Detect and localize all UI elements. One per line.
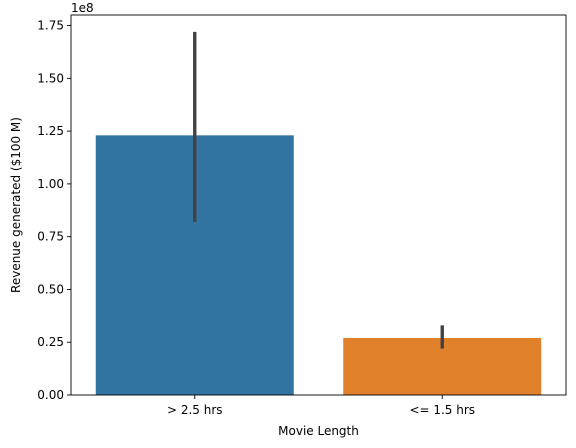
y-axis-ticks: 0.00 0.25 0.50 0.75 1.00 1.25 1.50 1.75 (37, 19, 71, 402)
y-tick-label: 0.50 (37, 282, 64, 296)
y-tick-label: 0.75 (37, 230, 64, 244)
y-tick-label: 0.25 (37, 335, 64, 349)
y-tick-label: 1.25 (37, 124, 64, 138)
bars-group (95, 135, 542, 396)
y-tick-label: 1.00 (37, 177, 64, 191)
y-offset-label: 1e8 (71, 1, 94, 15)
x-axis-ticks: > 2.5 hrs <= 1.5 hrs (167, 395, 475, 417)
x-tick-label: <= 1.5 hrs (409, 403, 475, 417)
y-tick-label: 0.00 (37, 388, 64, 402)
plot-frame (70, 14, 567, 396)
error-bars-group (193, 31, 444, 349)
x-tick-label: > 2.5 hrs (167, 403, 223, 417)
y-tick-label: 1.50 (37, 71, 64, 85)
y-tick-label: 1.75 (37, 19, 64, 33)
y-axis-label: Revenue generated ($100 M) (9, 117, 23, 293)
x-axis-label: Movie Length (278, 424, 359, 438)
